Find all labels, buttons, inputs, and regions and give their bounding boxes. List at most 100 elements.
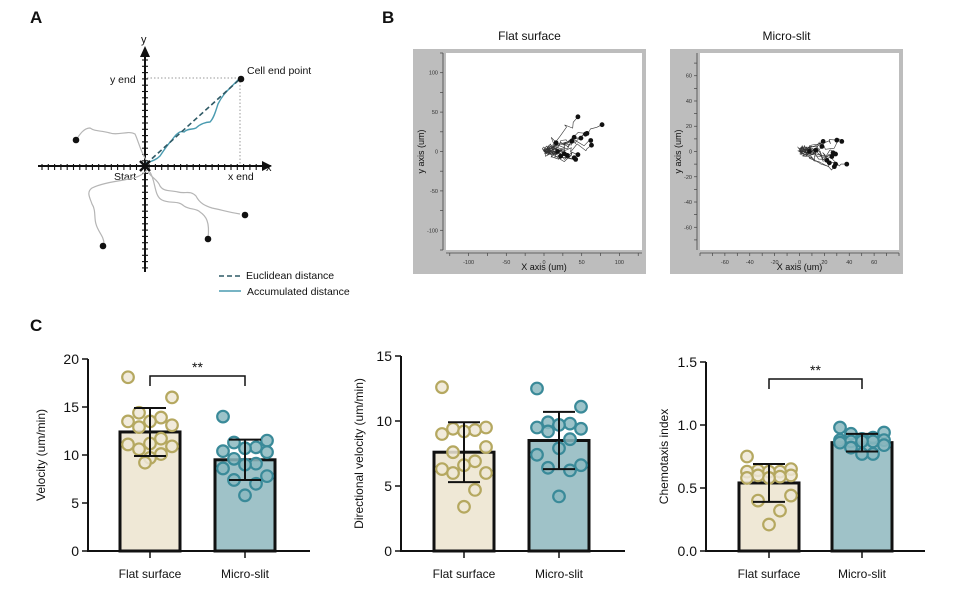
y-tick-label: 15	[376, 348, 392, 364]
trajectory-end-dot	[807, 149, 812, 154]
data-point	[468, 483, 482, 497]
y-tick-label: 20	[63, 351, 79, 367]
trajectory-end-dot	[829, 154, 835, 159]
data-point	[446, 466, 460, 480]
trajectory-end-dot	[569, 138, 575, 144]
trajectory-end-dot	[589, 142, 594, 148]
y-tick-label: 20	[686, 124, 692, 130]
data-point	[227, 435, 241, 450]
trajectory-track	[799, 149, 835, 171]
schematic-euclidean-line	[145, 78, 241, 165]
trajectory-end-dot	[820, 138, 826, 144]
x-tick-label: -50	[502, 260, 510, 266]
y-tick-label: 10	[376, 413, 392, 429]
data-point	[132, 442, 146, 457]
trajectory-end-dot	[599, 122, 605, 128]
trajectory-end-dot	[844, 161, 850, 167]
schematic-x-label: x	[266, 162, 272, 174]
x-tick-label: 20	[821, 260, 827, 266]
trajectory-end-dot	[575, 152, 581, 158]
y-tick-label: 0	[435, 150, 438, 156]
schematic-y-end-label: y end	[110, 74, 136, 86]
bar-chart-velocity: 0 5 10 15 20 Velocity (um/min) Flat surface Mic…	[34, 351, 310, 581]
schematic-end-point-label: Cell end point	[247, 65, 311, 77]
data-point	[479, 420, 493, 435]
x-tick-label: Flat surface	[433, 567, 496, 581]
data-point	[249, 456, 263, 471]
trajectory-track	[543, 147, 565, 155]
trajectory-track	[543, 143, 592, 156]
trajectory-end-dot	[583, 131, 588, 137]
data-point	[866, 447, 880, 461]
data-point	[541, 424, 555, 439]
x-axis-label: X axis (um)	[777, 262, 823, 272]
cell-end-point-dot	[237, 75, 245, 83]
data-point	[154, 431, 168, 446]
trajectory-plot-title: Micro-slit	[763, 29, 812, 43]
data-point	[574, 421, 588, 436]
data-point	[121, 370, 135, 385]
data-point	[866, 434, 880, 449]
y-tick-label: 40	[686, 99, 692, 105]
significance-marker: **	[192, 359, 203, 375]
legend-accumulated-label: Accumulated distance	[247, 286, 350, 298]
x-tick-label: Micro-slit	[838, 567, 887, 581]
y-axis-label: Velocity (um/min)	[34, 409, 48, 501]
x-tick-label: Micro-slit	[221, 567, 270, 581]
data-point	[563, 463, 577, 478]
y-axis-label: Chemotaxis index	[657, 409, 671, 504]
data-point	[216, 444, 230, 459]
schematic-y-label: y	[141, 34, 147, 46]
schematic-track	[75, 127, 147, 161]
data-point	[446, 421, 460, 436]
trajectory-end-dot	[831, 164, 837, 170]
trajectory-track	[543, 116, 579, 152]
data-point	[833, 420, 847, 435]
data-point	[740, 449, 754, 464]
trajectory-plot-flat: Flat surface -100 -50 0 50 100 100 50 0 -50 -100 X …	[413, 29, 646, 274]
trajectory-end-dot	[555, 149, 560, 154]
trajectory-end-dot	[575, 114, 581, 120]
x-tick-label: -100	[463, 260, 474, 266]
x-tick-label: 0	[798, 260, 801, 266]
y-tick-label: 10	[63, 447, 79, 463]
trajectory-end-dot	[573, 156, 579, 162]
schematic-x-end-label: x end	[228, 171, 254, 183]
y-tick-label: 100	[429, 71, 438, 77]
trajectory-end-dot	[578, 135, 584, 141]
track-end-dot	[99, 242, 107, 250]
data-point	[165, 390, 179, 405]
schematic-start-label: Start	[114, 171, 136, 183]
data-point	[154, 447, 168, 461]
schematic-track	[147, 171, 241, 215]
significance-bracket	[768, 378, 863, 389]
bar-chart-chemotaxis-index: 0.0 0.5 1.0 1.5 Chemotaxis index Flat surface…	[657, 354, 925, 581]
track-end-dot	[204, 235, 212, 243]
trajectory-end-dot	[561, 151, 567, 157]
x-tick-label: 60	[871, 260, 877, 266]
data-point	[154, 410, 168, 425]
trajectory-end-dot	[571, 134, 577, 140]
y-tick-label: 0.5	[678, 480, 698, 496]
trajectory-end-dot	[834, 137, 840, 143]
x-tick-label: -60	[721, 260, 729, 266]
x-tick-label: 50	[579, 260, 585, 266]
data-point	[784, 468, 798, 483]
y-axis-label: y axis (um)	[416, 129, 426, 173]
y-tick-label: -40	[684, 200, 692, 206]
y-tick-label: 5	[384, 478, 392, 494]
panel-letter-c: C	[30, 316, 42, 335]
y-tick-label: 1.5	[678, 354, 698, 370]
panel-letter-b: B	[382, 8, 394, 27]
trajectory-track	[543, 147, 579, 159]
data-point	[530, 447, 544, 462]
x-tick-label: Micro-slit	[535, 567, 584, 581]
data-point	[435, 462, 449, 477]
y-tick-label: 60	[686, 74, 692, 80]
schematic-axis-ticks	[41, 59, 257, 269]
y-tick-label: -100	[427, 228, 438, 234]
trajectory-track	[543, 142, 557, 154]
x-tick-label: -20	[771, 260, 779, 266]
significance-bracket	[149, 375, 246, 386]
